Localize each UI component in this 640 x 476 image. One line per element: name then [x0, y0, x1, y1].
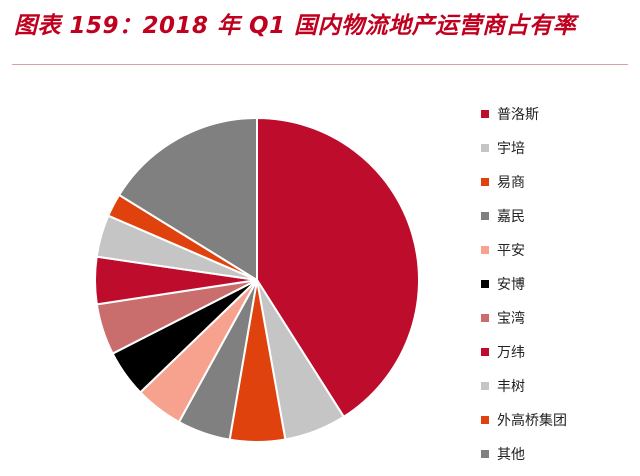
legend-label: 万纬	[497, 345, 525, 361]
legend-item: 宇培	[481, 131, 567, 165]
title-divider	[12, 64, 628, 65]
legend-item: 外高桥集团	[481, 403, 567, 437]
legend-item: 易商	[481, 165, 567, 199]
legend-item: 丰树	[481, 369, 567, 403]
legend-label: 其他	[497, 447, 525, 463]
legend-item: 平安	[481, 233, 567, 267]
legend-item: 安博	[481, 267, 567, 301]
legend-swatch	[481, 314, 489, 322]
legend-label: 嘉民	[497, 209, 525, 225]
legend-swatch	[481, 348, 489, 356]
legend-item: 其他	[481, 437, 567, 471]
legend-swatch	[481, 178, 489, 186]
pie-slice-10	[118, 117, 258, 281]
legend-swatch	[481, 382, 489, 390]
legend-label: 宇培	[497, 141, 525, 157]
legend-swatch	[481, 144, 489, 152]
legend-item: 宝湾	[481, 301, 567, 335]
legend-item: 万纬	[481, 335, 567, 369]
legend-swatch	[481, 416, 489, 424]
legend-swatch	[481, 450, 489, 458]
legend-label: 宝湾	[497, 311, 525, 327]
legend-swatch	[481, 246, 489, 254]
legend-label: 平安	[497, 243, 525, 259]
legend-label: 易商	[497, 175, 525, 191]
legend-swatch	[481, 212, 489, 220]
chart-legend: 普洛斯宇培易商嘉民平安安博宝湾万纬丰树外高桥集团其他	[481, 97, 567, 471]
legend-item: 嘉民	[481, 199, 567, 233]
legend-label: 安博	[497, 277, 525, 293]
legend-label: 外高桥集团	[497, 413, 567, 429]
legend-label: 普洛斯	[497, 107, 539, 123]
legend-swatch	[481, 280, 489, 288]
legend-item: 普洛斯	[481, 97, 567, 131]
legend-swatch	[481, 110, 489, 118]
legend-label: 丰树	[497, 379, 525, 395]
chart-title: 图表 159：2018 年 Q1 国内物流地产运营商占有率	[14, 13, 577, 39]
